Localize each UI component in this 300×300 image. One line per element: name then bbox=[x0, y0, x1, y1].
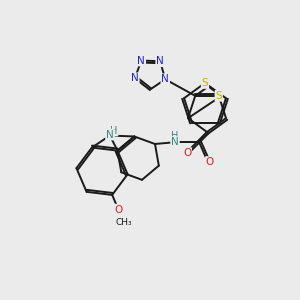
Text: H: H bbox=[110, 125, 118, 136]
Text: O: O bbox=[114, 205, 123, 214]
Text: H: H bbox=[171, 131, 179, 141]
Text: O: O bbox=[206, 157, 214, 167]
Text: CH₃: CH₃ bbox=[116, 218, 132, 227]
Text: S: S bbox=[202, 78, 208, 88]
Text: N: N bbox=[106, 130, 114, 140]
Text: N: N bbox=[161, 74, 169, 84]
Text: N: N bbox=[131, 73, 139, 83]
Text: N: N bbox=[171, 137, 179, 147]
Text: O: O bbox=[183, 148, 191, 158]
Text: S: S bbox=[215, 91, 222, 101]
Text: N: N bbox=[156, 56, 164, 66]
Text: N: N bbox=[137, 56, 145, 66]
